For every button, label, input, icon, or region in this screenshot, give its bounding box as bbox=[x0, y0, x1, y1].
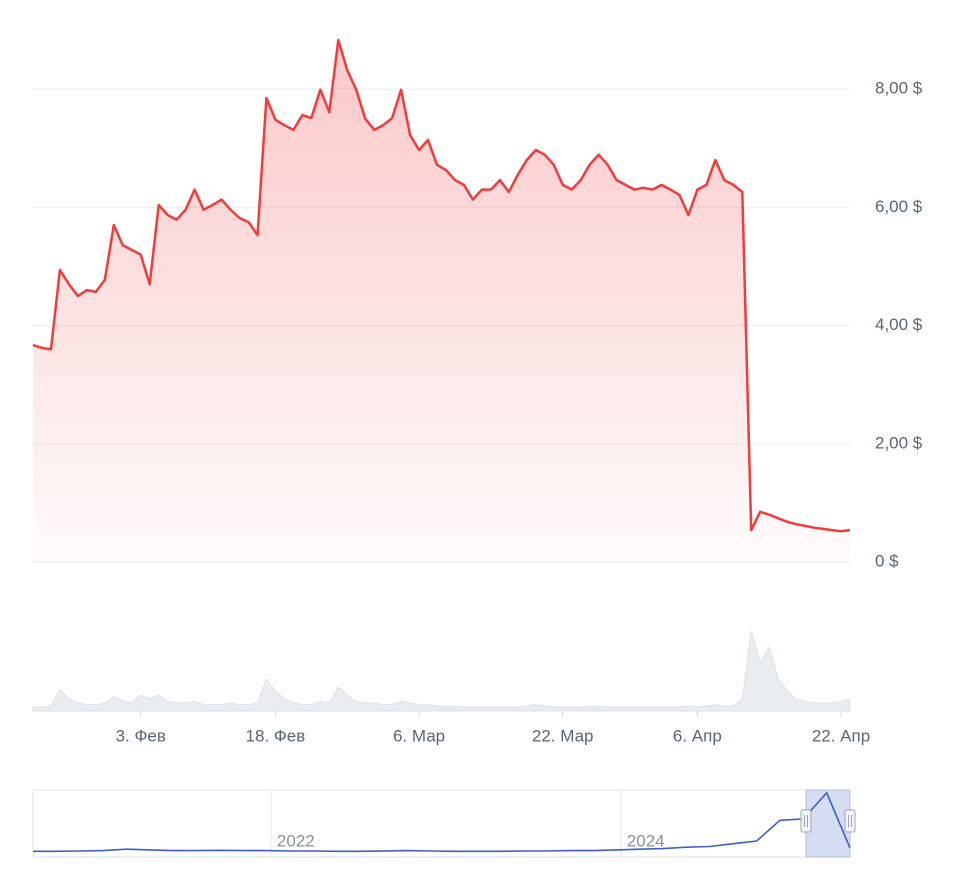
navigator-handle bbox=[844, 809, 856, 833]
price-layer bbox=[32, 38, 851, 562]
navigator bbox=[32, 789, 856, 858]
y-tick-label: 4,00 $ bbox=[875, 315, 923, 334]
navigator-frame bbox=[32, 789, 851, 858]
x-tick-label: 6. Мар bbox=[393, 726, 445, 745]
navigator-tick-label: 2024 bbox=[627, 831, 665, 850]
y-tick-label: 0 $ bbox=[875, 551, 899, 570]
navigator-selection bbox=[805, 789, 851, 858]
x-tick-label: 18. Фев bbox=[246, 726, 306, 745]
price-line bbox=[32, 38, 851, 533]
volume-area bbox=[32, 630, 851, 712]
x-tick-label: 22. Мар bbox=[532, 726, 594, 745]
x-tick-label: 22. Апр bbox=[812, 726, 870, 745]
navigator-line bbox=[33, 791, 851, 853]
x-tick-label: 6. Апр bbox=[673, 726, 722, 745]
navigator-handle bbox=[800, 809, 812, 833]
price-area bbox=[33, 40, 850, 562]
y-tick-label: 8,00 $ bbox=[875, 79, 923, 98]
x-tick-label: 3. Фев bbox=[116, 726, 166, 745]
navigator-tick-label: 2022 bbox=[277, 831, 315, 850]
labels: 0 $ 2,00 $ 4,00 $ 6,00 $ 8,00 $ 3. Фев 18. Фев… bbox=[116, 79, 923, 851]
y-tick-label: 6,00 $ bbox=[875, 197, 923, 216]
volume-layer bbox=[32, 630, 851, 712]
y-tick-label: 2,00 $ bbox=[875, 433, 923, 452]
